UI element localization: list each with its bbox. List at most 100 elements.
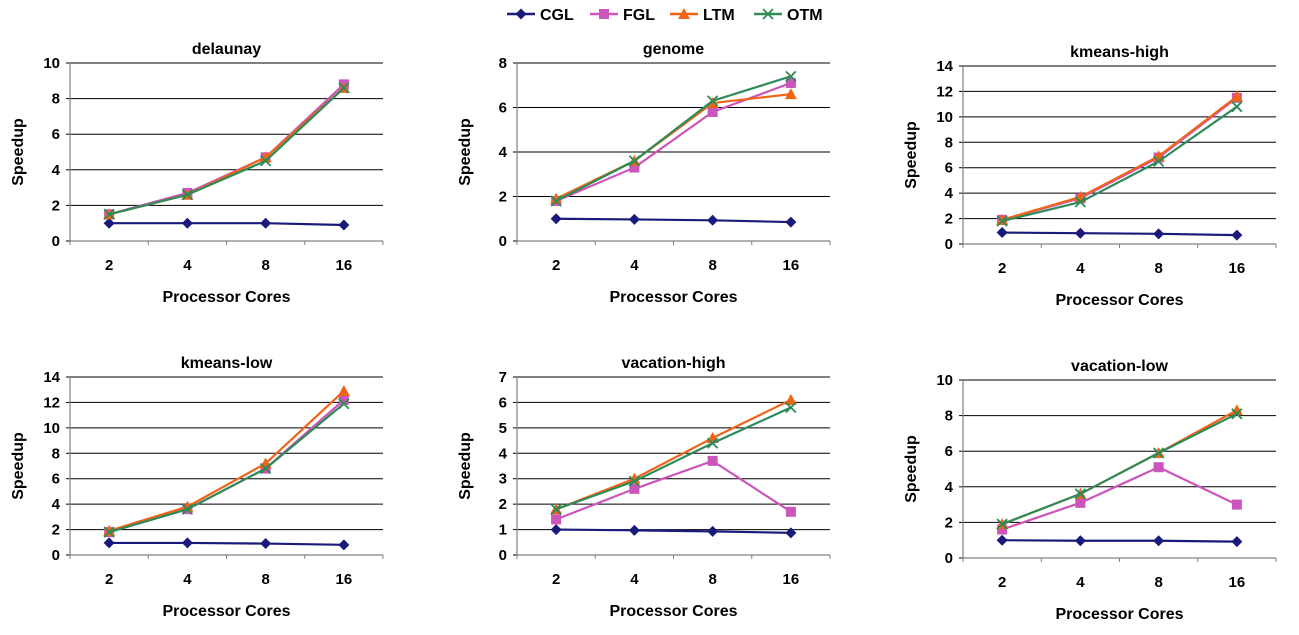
x-tick-label: 16 bbox=[783, 257, 800, 274]
data-point-cgl bbox=[785, 527, 797, 539]
data-point-cgl bbox=[181, 537, 193, 549]
data-point-cgl bbox=[338, 219, 350, 231]
y-tick-label: 1 bbox=[499, 522, 507, 539]
data-point-ltm bbox=[550, 192, 563, 204]
y-tick-label: 6 bbox=[945, 160, 953, 177]
x-tick-label: 4 bbox=[1076, 574, 1085, 591]
y-tick-label: 0 bbox=[945, 550, 953, 567]
chart-title: kmeans-high bbox=[1070, 44, 1169, 61]
series-cgl bbox=[550, 213, 797, 228]
y-tick-label: 5 bbox=[499, 420, 507, 437]
data-point-ltm bbox=[1230, 404, 1243, 416]
series-line-fgl bbox=[108, 83, 345, 216]
chart-title: vacation-low bbox=[1071, 358, 1168, 375]
data-point-fgl bbox=[785, 506, 796, 517]
series-line-otm bbox=[555, 406, 792, 511]
legend-label-cgl: CGL bbox=[540, 7, 574, 24]
x-tick-label: 16 bbox=[783, 571, 800, 588]
data-point-otm bbox=[1231, 101, 1243, 113]
data-point-otm bbox=[181, 503, 194, 515]
y-tick-label: 8 bbox=[945, 408, 953, 425]
x-tick-label: 8 bbox=[261, 571, 269, 588]
y-tick-label: 0 bbox=[945, 236, 953, 253]
data-point-ltm bbox=[784, 88, 797, 100]
x-axis-label: Processor Cores bbox=[162, 603, 290, 620]
series-line-ltm bbox=[1001, 409, 1238, 526]
series-ltm bbox=[103, 81, 350, 220]
data-point-otm bbox=[706, 95, 719, 107]
legend: CGL FGL LTM OTM bbox=[507, 7, 823, 24]
y-tick-label: 7 bbox=[499, 369, 507, 386]
data-point-otm bbox=[103, 208, 115, 220]
data-point-cgl bbox=[550, 524, 562, 536]
y-tick-label: 10 bbox=[43, 55, 60, 72]
series-line-cgl bbox=[556, 528, 791, 534]
legend-label-otm: OTM bbox=[787, 7, 823, 24]
series-line-cgl bbox=[1002, 231, 1237, 237]
y-tick-label: 8 bbox=[499, 55, 507, 72]
data-point-cgl bbox=[628, 213, 640, 225]
x-tick-label: 8 bbox=[1154, 260, 1162, 277]
chart-genome: genome 0 2 4 6 8 2 4 8 16 Processor Cores Speedup bbox=[457, 41, 831, 306]
data-point-cgl bbox=[181, 217, 193, 229]
series-cgl bbox=[103, 537, 350, 551]
data-point-ltm bbox=[996, 213, 1009, 225]
series-line-otm bbox=[108, 402, 345, 534]
data-point-otm bbox=[628, 155, 641, 167]
data-point-cgl bbox=[1153, 535, 1165, 547]
data-point-ltm bbox=[784, 393, 797, 405]
series-line-otm bbox=[108, 87, 345, 216]
data-point-otm bbox=[628, 475, 641, 487]
data-point-cgl bbox=[785, 216, 797, 228]
series-line-ltm bbox=[108, 87, 345, 216]
data-point-cgl bbox=[707, 214, 719, 226]
series-line-otm bbox=[555, 75, 792, 202]
data-point-fgl bbox=[1231, 499, 1242, 510]
chart-title: vacation-high bbox=[621, 355, 725, 372]
x-tick-label: 2 bbox=[998, 574, 1006, 591]
series-otm bbox=[996, 101, 1243, 227]
y-axis-label: Speedup bbox=[457, 432, 474, 500]
x-axis-label: Processor Cores bbox=[1055, 292, 1183, 309]
x-tick-label: 2 bbox=[552, 571, 560, 588]
y-tick-label: 6 bbox=[499, 100, 507, 117]
series-line-ltm bbox=[555, 398, 792, 511]
data-point-cgl bbox=[628, 524, 640, 536]
series-ltm bbox=[996, 90, 1243, 225]
series-line-cgl bbox=[1002, 539, 1237, 543]
y-tick-label: 0 bbox=[499, 547, 507, 564]
data-point-cgl bbox=[1231, 229, 1243, 241]
legend-item-ltm: LTM bbox=[670, 7, 735, 24]
x-tick-label: 2 bbox=[552, 257, 560, 274]
y-tick-label: 2 bbox=[52, 522, 60, 539]
data-point-fgl bbox=[1075, 497, 1086, 508]
legend-marker-shape-cgl bbox=[515, 8, 527, 20]
series-ltm bbox=[550, 88, 797, 204]
series-line-cgl bbox=[109, 541, 344, 546]
x-tick-label: 8 bbox=[261, 257, 269, 274]
chart-kmeans-low: kmeans-low 0 2 4 6 8 10 12 14 2 4 8 16 Processor Core… bbox=[10, 355, 384, 620]
series-otm bbox=[550, 401, 797, 515]
series-line-fgl bbox=[1001, 466, 1238, 531]
legend-marker-shape-fgl bbox=[599, 9, 609, 19]
data-point-cgl bbox=[550, 213, 562, 225]
data-point-cgl bbox=[1074, 535, 1086, 547]
y-tick-label: 4 bbox=[945, 185, 954, 202]
data-point-cgl bbox=[103, 537, 115, 549]
legend-item-cgl: CGL bbox=[507, 7, 574, 24]
legend-marker-shape-otm bbox=[762, 8, 774, 20]
y-tick-label: 2 bbox=[945, 514, 953, 531]
y-axis-label: Speedup bbox=[10, 118, 27, 186]
y-tick-label: 4 bbox=[52, 496, 61, 513]
series-line-otm bbox=[1001, 412, 1238, 526]
data-point-otm bbox=[1152, 447, 1165, 459]
y-tick-label: 8 bbox=[52, 91, 60, 108]
legend-marker-fgl bbox=[599, 9, 609, 19]
y-tick-label: 6 bbox=[499, 394, 507, 411]
data-point-otm bbox=[338, 398, 350, 410]
series-cgl bbox=[550, 524, 797, 539]
data-point-cgl bbox=[1153, 228, 1165, 240]
y-tick-label: 2 bbox=[52, 197, 60, 214]
chart-delaunay: delaunay 0 2 4 6 8 10 2 4 8 16 Processor Cores Speed… bbox=[10, 41, 384, 306]
y-tick-label: 2 bbox=[945, 211, 953, 228]
